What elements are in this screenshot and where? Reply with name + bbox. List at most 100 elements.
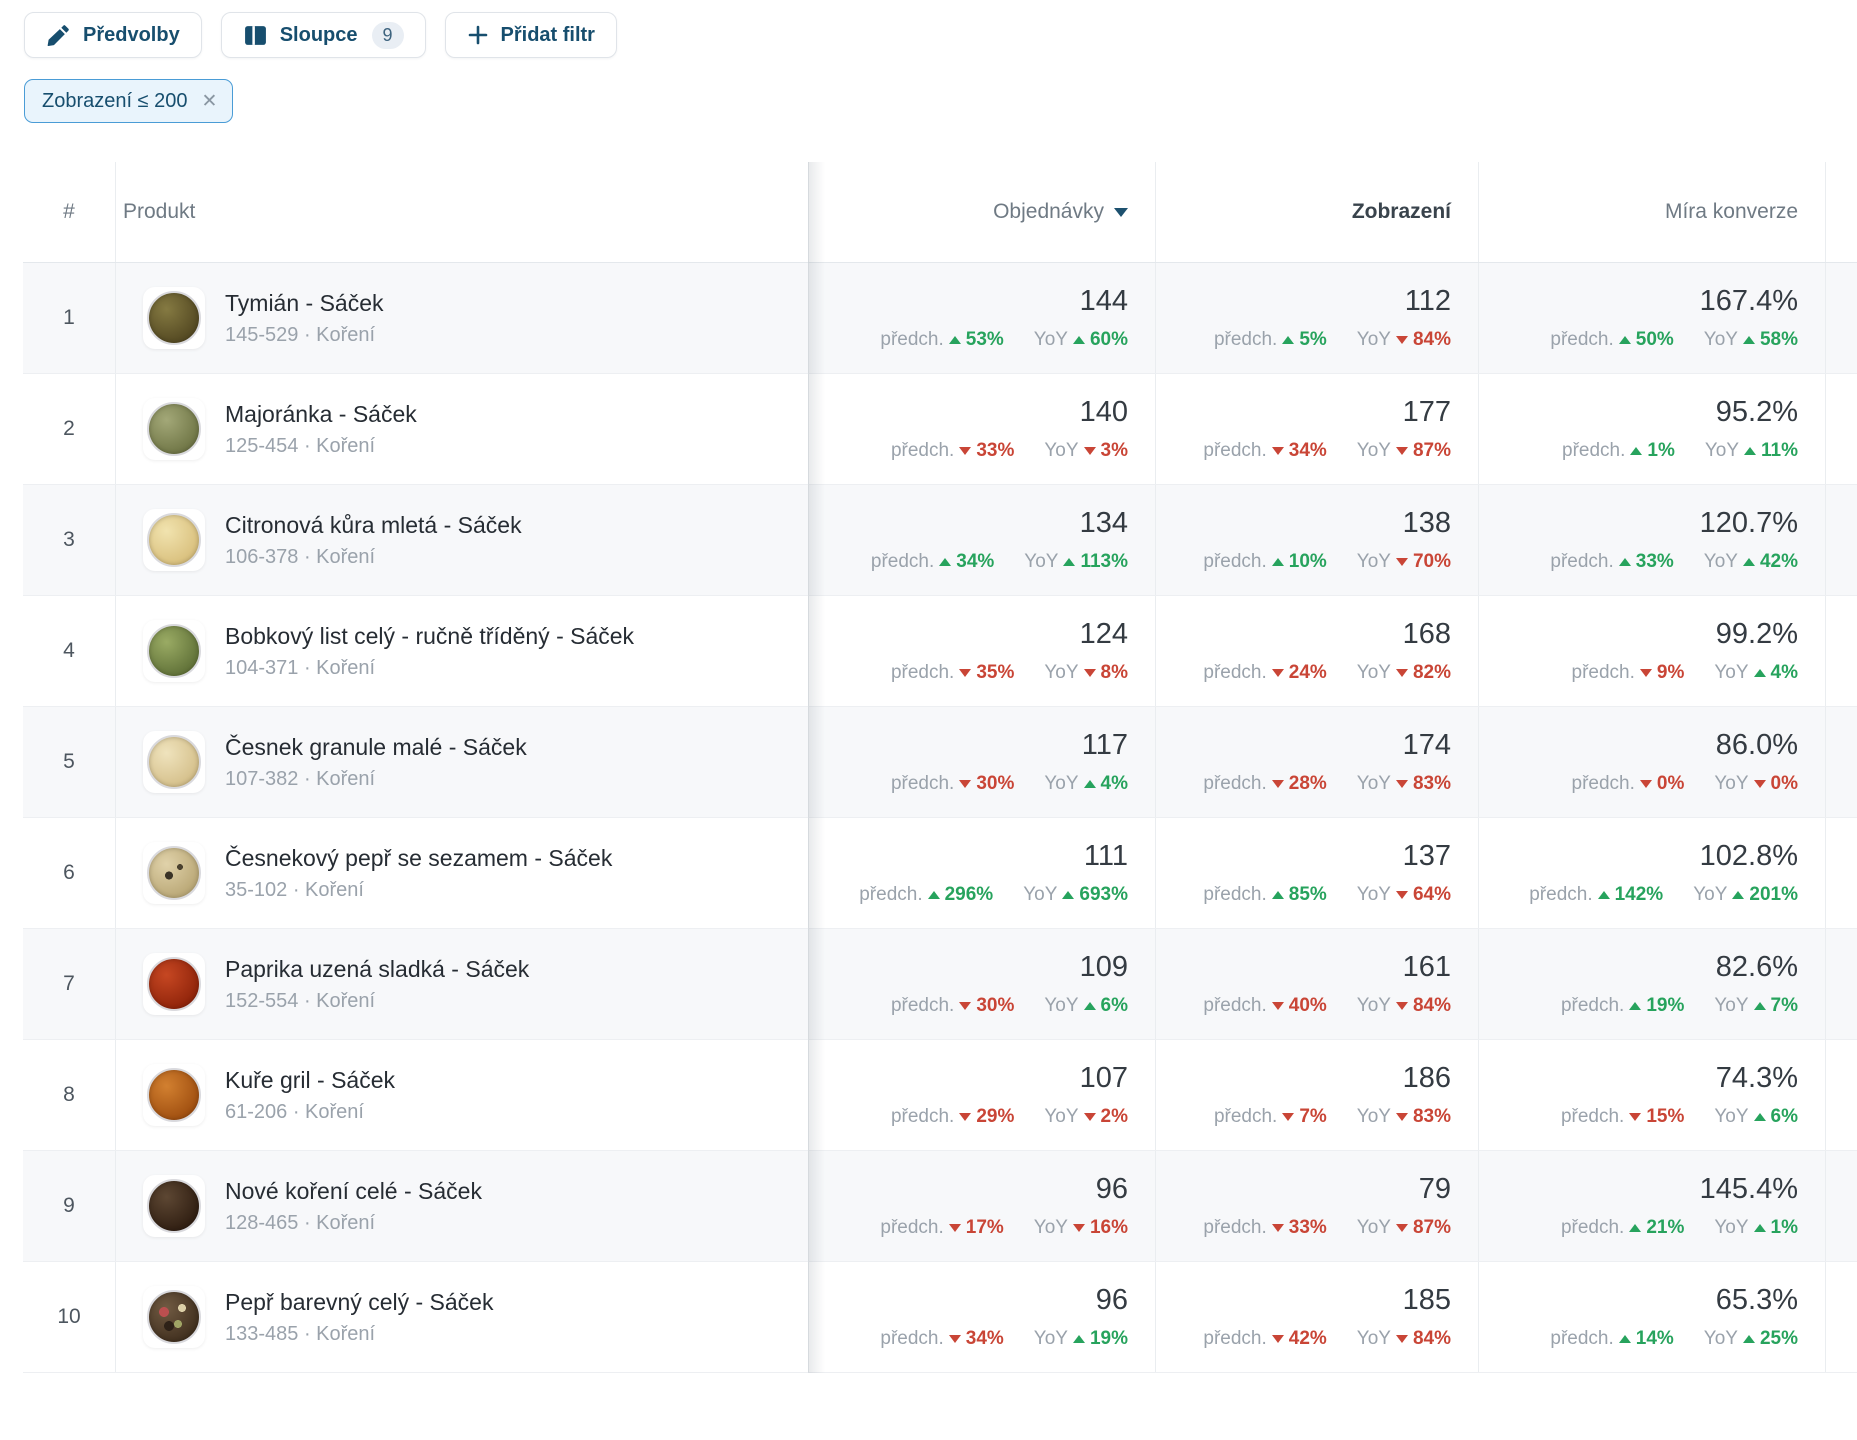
table-row[interactable]: 5 Česnek granule malé - Sáček 107-382 · … <box>23 707 1857 818</box>
views-value: 185 <box>1402 1284 1451 1316</box>
product-name-link[interactable]: Paprika uzená sladká - Sáček <box>225 955 530 982</box>
row-rank: 1 <box>63 306 75 329</box>
conversion-cell: 74.3% předch. 15% YoY 6% <box>1478 1040 1825 1150</box>
orders-yoy-pct: 6% <box>1100 995 1128 1016</box>
trend-arrow-icon <box>1753 1002 1766 1010</box>
table-row[interactable]: 8 Kuře gril - Sáček 61-206 · Koření 107 … <box>23 1040 1857 1151</box>
presets-button-label: Předvolby <box>83 23 180 46</box>
orders-prev-trend: předch. 17% <box>880 1217 1003 1239</box>
orders-prev-pct: 30% <box>976 773 1015 794</box>
views-prev-pct: 33% <box>1288 1217 1327 1238</box>
conversion-yoy-pct: 201% <box>1749 884 1798 905</box>
yoy-label: YoY <box>1356 440 1391 461</box>
trend-arrow-icon <box>1395 558 1408 566</box>
orders-prev-trend: předch. 30% <box>891 995 1014 1017</box>
presets-button[interactable]: Předvolby <box>24 12 202 58</box>
column-header-orders[interactable]: Objednávky <box>808 162 1155 262</box>
conversion-substats: předch. 9% YoY 4% <box>1572 662 1798 684</box>
trend-arrow-icon <box>1753 1224 1766 1232</box>
views-value: 112 <box>1404 285 1451 317</box>
next-column-sliver <box>1825 1151 1857 1261</box>
conversion-prev-trend: předch. 142% <box>1529 884 1663 906</box>
product-name-link[interactable]: Česnekový pepř se sezamem - Sáček <box>225 844 613 871</box>
table-row[interactable]: 4 Bobkový list celý - ručně tříděný - Sá… <box>23 596 1857 707</box>
yoy-label: YoY <box>1714 1106 1749 1127</box>
product-name-link[interactable]: Pepř barevný celý - Sáček <box>225 1288 494 1315</box>
table-row[interactable]: 2 Majoránka - Sáček 125-454 · Koření 140… <box>23 374 1857 485</box>
orders-yoy-trend: YoY 16% <box>1034 1217 1128 1239</box>
product-sku-category: 152-554 · Koření <box>225 989 376 1012</box>
orders-header-label: Objednávky <box>993 200 1104 223</box>
table-row[interactable]: 10 Pepř barevný celý - Sáček 133-485 · K… <box>23 1262 1857 1373</box>
trend-arrow-icon <box>1271 1335 1284 1343</box>
close-icon[interactable]: ✕ <box>201 90 218 112</box>
add-filter-button[interactable]: Přidat filtr <box>444 12 617 58</box>
conversion-yoy-pct: 11% <box>1761 440 1798 461</box>
orders-cell: 117 předch. 30% YoY 4% <box>808 707 1155 817</box>
prev-label: předch. <box>1560 1217 1625 1238</box>
product-thumbnail <box>143 953 205 1015</box>
orders-value: 107 <box>1079 1062 1128 1094</box>
orders-yoy-trend: YoY 6% <box>1044 995 1128 1017</box>
orders-value: 124 <box>1079 618 1128 650</box>
orders-cell: 111 předch. 296% YoY 693% <box>808 818 1155 928</box>
columns-button[interactable]: Sloupce 9 <box>220 12 426 58</box>
yoy-label: YoY <box>1703 329 1738 350</box>
product-sku-category: 133-485 · Koření <box>225 1322 376 1345</box>
product-text: Česnekový pepř se sezamem - Sáček 35-102… <box>225 845 612 902</box>
orders-cell: 107 předch. 29% YoY 2% <box>808 1040 1155 1150</box>
views-prev-trend: předch. 24% <box>1203 662 1326 684</box>
trend-arrow-icon <box>959 1113 972 1121</box>
conversion-value: 65.3% <box>1715 1284 1798 1316</box>
product-thumbnail <box>143 620 205 682</box>
product-image <box>147 624 201 678</box>
column-header-product[interactable]: Produkt <box>115 162 808 262</box>
trend-arrow-icon <box>1062 891 1075 899</box>
trend-arrow-icon <box>1618 336 1631 344</box>
add-filter-button-label: Přidat filtr <box>500 23 595 46</box>
next-column-sliver <box>1825 929 1857 1039</box>
views-value: 137 <box>1402 840 1451 872</box>
filter-chip-views[interactable]: Zobrazení ≤ 200 ✕ <box>24 79 234 123</box>
yoy-label: YoY <box>1044 995 1079 1016</box>
table-row[interactable]: 9 Nové koření celé - Sáček 128-465 · Koř… <box>23 1151 1857 1262</box>
table-row[interactable]: 7 Paprika uzená sladká - Sáček 152-554 ·… <box>23 929 1857 1040</box>
product-name-link[interactable]: Kuře gril - Sáček <box>225 1066 396 1093</box>
product-image <box>147 735 201 789</box>
product-name-link[interactable]: Majoránka - Sáček <box>225 400 417 427</box>
views-value: 79 <box>1418 1173 1451 1205</box>
next-column-sliver <box>1825 485 1857 595</box>
orders-value: 96 <box>1095 1284 1128 1316</box>
yoy-label: YoY <box>1714 773 1749 794</box>
column-header-views[interactable]: Zobrazení <box>1155 162 1478 262</box>
orders-prev-pct: 34% <box>965 1328 1004 1349</box>
orders-prev-pct: 34% <box>956 551 995 572</box>
yoy-label: YoY <box>1356 551 1391 572</box>
product-name-link[interactable]: Citronová kůra mletá - Sáček <box>225 511 522 538</box>
product-name-link[interactable]: Nové koření celé - Sáček <box>225 1177 482 1204</box>
conversion-substats: předch. 142% YoY 201% <box>1529 884 1798 906</box>
product-thumbnail <box>143 287 205 349</box>
conversion-prev-trend: předch. 19% <box>1561 995 1684 1017</box>
product-cell: Česnek granule malé - Sáček 107-382 · Ko… <box>115 707 808 817</box>
column-header-conversion[interactable]: Míra konverze <box>1478 162 1825 262</box>
yoy-label: YoY <box>1714 995 1749 1016</box>
trend-arrow-icon <box>1753 780 1766 788</box>
prev-label: předch. <box>1203 884 1267 905</box>
orders-substats: předch. 30% YoY 6% <box>891 995 1128 1017</box>
prev-label: předch. <box>1571 773 1635 794</box>
table-row[interactable]: 1 Tymián - Sáček 145-529 · Koření 144 př… <box>23 263 1857 374</box>
trend-arrow-icon <box>1395 336 1408 344</box>
conversion-yoy-pct: 6% <box>1770 1106 1798 1127</box>
product-name-link[interactable]: Tymián - Sáček <box>225 289 384 316</box>
next-column-sliver <box>1825 1040 1857 1150</box>
views-substats: předch. 10% YoY 70% <box>1203 551 1451 573</box>
orders-value: 144 <box>1079 285 1128 317</box>
table-row[interactable]: 6 Česnekový pepř se sezamem - Sáček 35-1… <box>23 818 1857 929</box>
product-name-link[interactable]: Česnek granule malé - Sáček <box>225 733 527 760</box>
orders-cell: 124 předch. 35% YoY 8% <box>808 596 1155 706</box>
product-name-link[interactable]: Bobkový list celý - ručně tříděný - Sáče… <box>225 622 635 649</box>
trend-arrow-icon <box>959 447 972 455</box>
table-row[interactable]: 3 Citronová kůra mletá - Sáček 106-378 ·… <box>23 485 1857 596</box>
orders-yoy-trend: YoY 19% <box>1034 1328 1128 1350</box>
